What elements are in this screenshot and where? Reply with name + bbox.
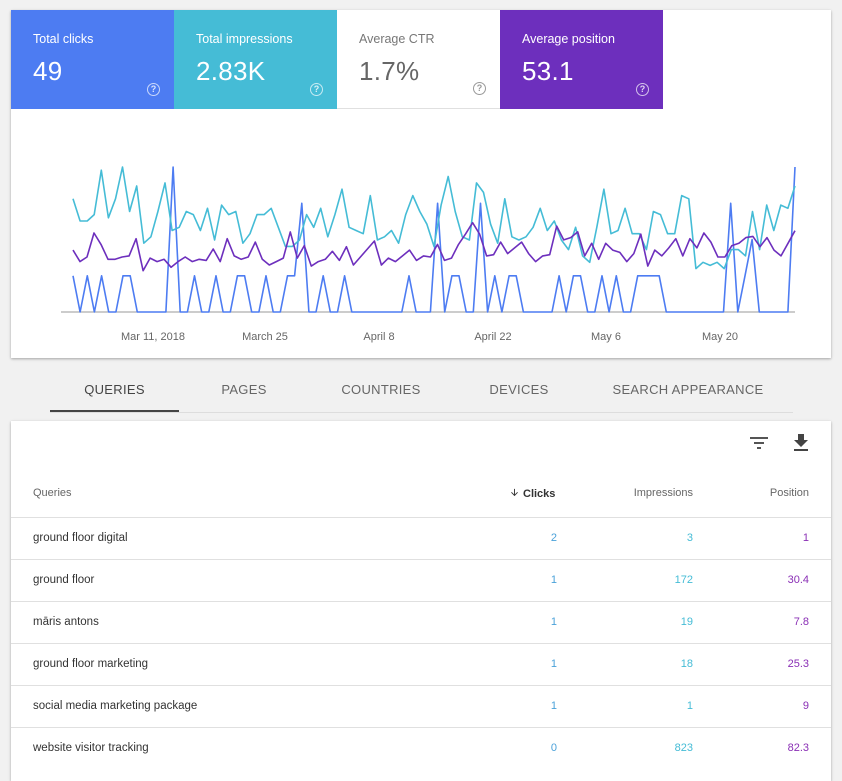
performance-card: Total clicks 49 ? Total impressions 2.83… <box>11 10 831 358</box>
metric-average-position[interactable]: Average position 53.1 ? <box>500 10 663 109</box>
metric-value: 53.1 <box>522 56 574 86</box>
position-cell: 7.8 <box>793 616 809 628</box>
series-line-position <box>72 221 796 272</box>
performance-line-chart: Mar 11, 2018 March 25 April 8 April 22 May 6… <box>61 166 796 343</box>
table-row[interactable]: website visitor tracking 0 823 82.3 <box>11 727 831 770</box>
position-cell: 25.3 <box>787 658 809 670</box>
x-tick-label: Mar 11, 2018 <box>121 331 185 343</box>
arrow-down-icon <box>511 488 518 497</box>
queries-table-card: Queries Clicks Impressions Position grou… <box>11 421 831 781</box>
impressions-cell: 172 <box>674 574 693 586</box>
metric-label: Total clicks <box>33 32 94 46</box>
query-cell: website visitor tracking <box>33 742 149 754</box>
metric-total-clicks[interactable]: Total clicks 49 ? <box>11 10 174 109</box>
position-cell: 30.4 <box>787 574 809 586</box>
metric-value: 49 <box>33 56 63 86</box>
tab-countries[interactable]: COUNTRIES <box>341 382 421 397</box>
column-header-clicks[interactable]: Clicks <box>509 487 555 500</box>
impressions-cell: 19 <box>680 616 693 628</box>
table-row[interactable]: māris antons 1 19 7.8 <box>11 601 831 644</box>
metric-value: 2.83K <box>196 56 266 86</box>
table-row[interactable]: ground floor marketing 1 18 25.3 <box>11 643 831 686</box>
table-row[interactable]: ground floor 1 172 30.4 <box>11 559 831 602</box>
help-icon[interactable]: ? <box>147 83 160 96</box>
download-icon[interactable] <box>789 431 813 455</box>
metric-value: 1.7% <box>359 56 420 86</box>
metric-label: Average position <box>522 32 615 46</box>
help-icon[interactable]: ? <box>310 83 323 96</box>
filter-icon[interactable] <box>747 431 771 455</box>
dimension-tabs: QUERIES PAGES COUNTRIES DEVICES SEARCH A… <box>50 372 793 413</box>
metric-label: Average CTR <box>359 32 435 46</box>
impressions-cell: 18 <box>680 658 693 670</box>
query-cell: social media marketing package <box>33 700 198 712</box>
column-header-impressions[interactable]: Impressions <box>633 487 693 499</box>
clicks-cell: 1 <box>550 658 557 670</box>
x-tick-label: March 25 <box>242 331 288 343</box>
impressions-cell: 823 <box>674 742 693 754</box>
tab-queries[interactable]: QUERIES <box>50 372 179 412</box>
clicks-cell: 1 <box>550 616 557 628</box>
column-header-position[interactable]: Position <box>769 487 809 499</box>
query-cell: ground floor marketing <box>33 658 149 670</box>
tab-search-appearance[interactable]: SEARCH APPEARANCE <box>612 382 764 397</box>
metric-average-ctr[interactable]: Average CTR 1.7% ? <box>337 10 500 109</box>
position-cell: 1 <box>802 532 809 544</box>
impressions-cell: 3 <box>686 532 693 544</box>
query-cell: māris antons <box>33 616 99 628</box>
series-line-impressions <box>72 166 796 270</box>
clicks-cell: 1 <box>550 700 557 712</box>
tab-devices[interactable]: DEVICES <box>489 382 549 397</box>
position-cell: 82.3 <box>787 742 809 754</box>
clicks-cell: 1 <box>550 574 557 586</box>
series-line-clicks <box>72 166 796 313</box>
column-header-clicks-label: Clicks <box>523 488 556 500</box>
column-header-queries[interactable]: Queries <box>33 487 72 499</box>
position-cell: 9 <box>802 700 809 712</box>
help-icon[interactable]: ? <box>636 83 649 96</box>
query-cell: ground floor digital <box>33 532 128 544</box>
table-row[interactable]: social media marketing package 1 1 9 <box>11 685 831 728</box>
x-tick-label: May 6 <box>591 331 621 343</box>
x-tick-label: April 22 <box>474 331 511 343</box>
clicks-cell: 2 <box>550 532 557 544</box>
impressions-cell: 1 <box>686 700 693 712</box>
query-cell: ground floor <box>33 574 95 586</box>
metric-label: Total impressions <box>196 32 293 46</box>
metric-total-impressions[interactable]: Total impressions 2.83K ? <box>174 10 337 109</box>
table-row[interactable]: ground floor digital 2 3 1 <box>11 517 831 560</box>
x-tick-label: May 20 <box>702 331 738 343</box>
clicks-cell: 0 <box>550 742 557 754</box>
tab-pages[interactable]: PAGES <box>221 382 267 397</box>
x-tick-label: April 8 <box>363 331 394 343</box>
help-icon[interactable]: ? <box>473 82 486 95</box>
